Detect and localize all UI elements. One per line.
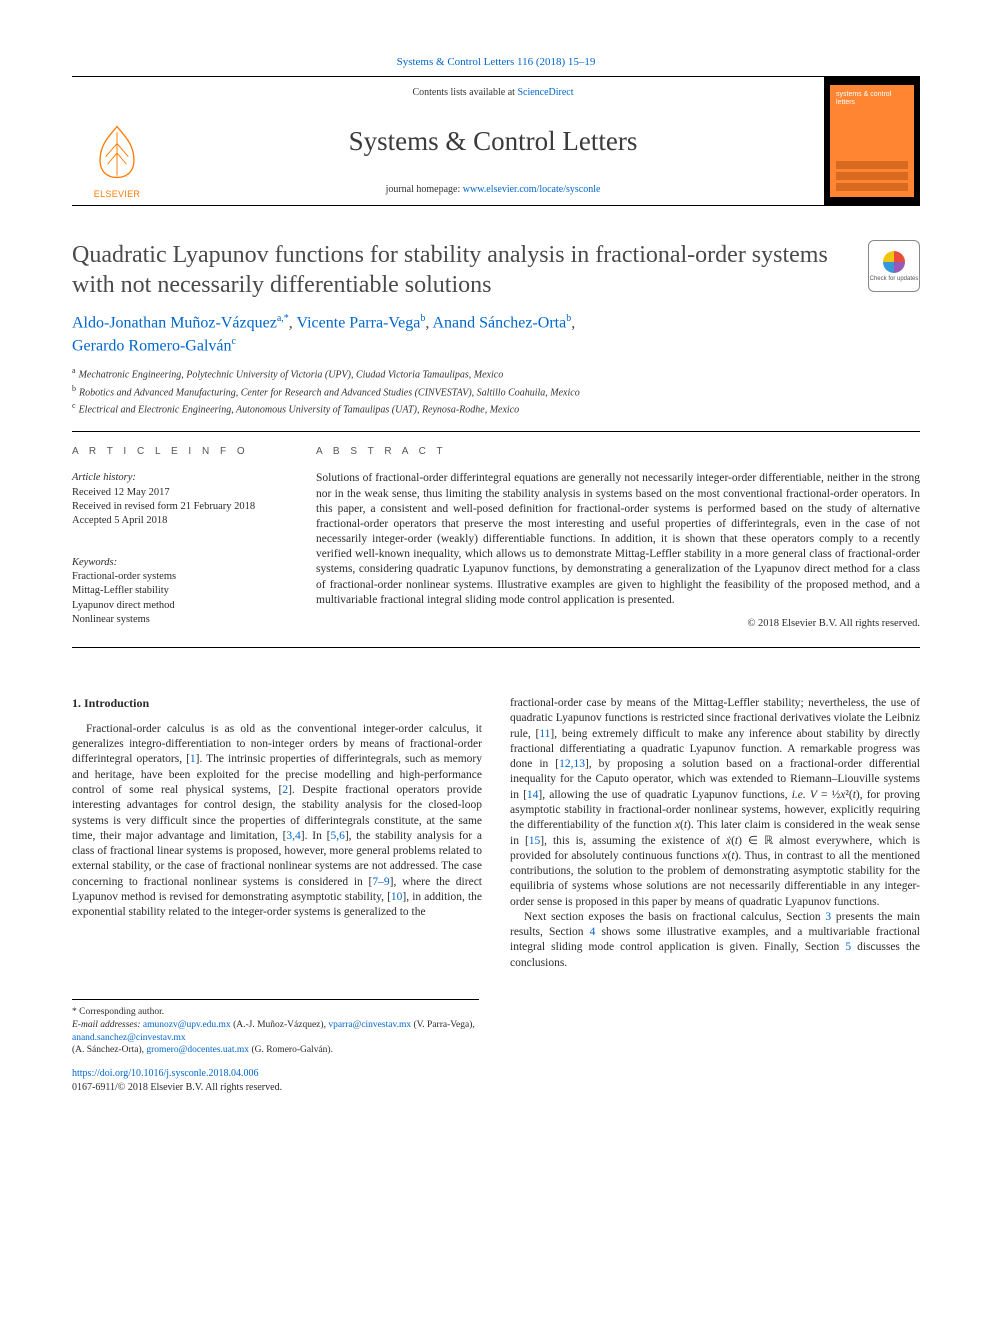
email-link[interactable]: gromero@docentes.uat.mx bbox=[146, 1045, 249, 1055]
ref-link[interactable]: 5,6 bbox=[330, 830, 344, 842]
author-list: Aldo-Jonathan Muñoz-Vázqueza,*, Vicente … bbox=[72, 312, 920, 357]
history-item: Received 12 May 2017 bbox=[72, 486, 288, 500]
author-sup: b bbox=[566, 313, 571, 324]
section-heading-introduction: 1. Introduction bbox=[72, 696, 482, 712]
affiliation: aMechatronic Engineering, Polytechnic Un… bbox=[72, 365, 920, 382]
abstract-label: A B S T R A C T bbox=[316, 446, 920, 457]
keywords-block: Keywords: Fractional-order systems Mitta… bbox=[72, 556, 288, 627]
cover-block: systems & control letters bbox=[824, 77, 920, 205]
homepage-line: journal homepage: www.elsevier.com/locat… bbox=[386, 184, 601, 195]
article-history: Article history: Received 12 May 2017 Re… bbox=[72, 471, 288, 528]
corresponding-note: * Corresponding author. bbox=[72, 1006, 479, 1019]
article-info-label: A R T I C L E I N F O bbox=[72, 446, 288, 457]
check-updates-button[interactable]: Check for updates bbox=[868, 240, 920, 292]
check-updates-label: Check for updates bbox=[870, 276, 919, 282]
footnotes: * Corresponding author. E-mail addresses… bbox=[72, 999, 479, 1057]
cover-title: systems & control letters bbox=[836, 91, 908, 106]
issn-copyright: 0167-6911/© 2018 Elsevier B.V. All right… bbox=[72, 1082, 282, 1093]
contents-prefix: Contents lists available at bbox=[412, 87, 517, 98]
ref-link[interactable]: 1 bbox=[190, 753, 196, 765]
email-link[interactable]: vparra@cinvestav.mx bbox=[328, 1020, 411, 1030]
ref-link[interactable]: 15 bbox=[529, 835, 541, 847]
email-who: (A. Sánchez-Orta) bbox=[72, 1045, 142, 1055]
history-item: Received in revised form 21 February 201… bbox=[72, 500, 288, 514]
ref-link[interactable]: 10 bbox=[391, 891, 403, 903]
author-link[interactable]: Aldo-Jonathan Muñoz-Vázquez bbox=[72, 314, 277, 331]
crossmark-icon bbox=[883, 251, 905, 273]
abstract-text: Solutions of fractional-order differinte… bbox=[316, 471, 920, 608]
body-column-right: fractional-order case by means of the Mi… bbox=[510, 696, 920, 971]
keyword-item: Lyapunov direct method bbox=[72, 599, 288, 613]
ref-link[interactable]: 3,4 bbox=[286, 830, 300, 842]
journal-header: ELSEVIER Contents lists available at Sci… bbox=[72, 76, 920, 206]
intro-para-3: Next section exposes the basis on fracti… bbox=[510, 910, 920, 971]
divider bbox=[72, 431, 920, 432]
elsevier-logo-icon bbox=[86, 117, 148, 187]
email-who: (G. Romero-Galván) bbox=[251, 1045, 330, 1055]
author-link[interactable]: Vicente Parra-Vega bbox=[297, 314, 421, 331]
citation-header: Systems & Control Letters 116 (2018) 15–… bbox=[72, 56, 920, 68]
paper-title: Quadratic Lyapunov functions for stabili… bbox=[72, 240, 852, 300]
abstract-column: A B S T R A C T Solutions of fractional-… bbox=[316, 446, 920, 629]
journal-cover-icon: systems & control letters bbox=[830, 85, 914, 197]
history-heading: Article history: bbox=[72, 471, 288, 485]
email-label: E-mail addresses: bbox=[72, 1020, 141, 1030]
doi-block: https://doi.org/10.1016/j.sysconle.2018.… bbox=[72, 1067, 920, 1094]
keyword-item: Fractional-order systems bbox=[72, 570, 288, 584]
email-block: E-mail addresses: amunozv@upv.edu.mx (A.… bbox=[72, 1019, 479, 1057]
doi-link[interactable]: https://doi.org/10.1016/j.sysconle.2018.… bbox=[72, 1068, 258, 1079]
author-sup: a,* bbox=[277, 313, 289, 324]
email-who: (V. Parra-Vega) bbox=[413, 1020, 472, 1030]
email-who: (A.-J. Muñoz-Vázquez) bbox=[233, 1020, 323, 1030]
ref-link[interactable]: 2 bbox=[282, 784, 288, 796]
header-middle: Contents lists available at ScienceDirec… bbox=[162, 77, 824, 205]
affiliation: bRobotics and Advanced Manufacturing, Ce… bbox=[72, 383, 920, 400]
history-item: Accepted 5 April 2018 bbox=[72, 514, 288, 528]
abstract-copyright: © 2018 Elsevier B.V. All rights reserved… bbox=[316, 618, 920, 629]
keywords-heading: Keywords: bbox=[72, 556, 288, 570]
author-sup: b bbox=[420, 313, 425, 324]
ref-link[interactable]: 11 bbox=[539, 728, 550, 740]
publisher-label: ELSEVIER bbox=[94, 189, 140, 199]
citation-link[interactable]: Systems & Control Letters 116 (2018) 15–… bbox=[397, 56, 596, 68]
author-link[interactable]: Anand Sánchez-Orta bbox=[432, 314, 566, 331]
journal-name: Systems & Control Letters bbox=[349, 126, 638, 157]
keyword-item: Nonlinear systems bbox=[72, 613, 288, 627]
intro-para-1: Fractional-order calculus is as old as t… bbox=[72, 722, 482, 921]
affiliation-list: aMechatronic Engineering, Polytechnic Un… bbox=[72, 365, 920, 417]
email-link[interactable]: amunozv@upv.edu.mx bbox=[143, 1020, 231, 1030]
author-link[interactable]: Gerardo Romero-Galván bbox=[72, 337, 232, 354]
publisher-block: ELSEVIER bbox=[72, 77, 162, 205]
section-link[interactable]: 4 bbox=[590, 926, 596, 938]
section-link[interactable]: 3 bbox=[825, 911, 831, 923]
intro-para-2: fractional-order case by means of the Mi… bbox=[510, 696, 920, 910]
ref-link[interactable]: 7–9 bbox=[372, 876, 389, 888]
section-link[interactable]: 5 bbox=[845, 941, 851, 953]
keyword-item: Mittag-Leffler stability bbox=[72, 584, 288, 598]
author-sup: c bbox=[232, 336, 236, 347]
ref-link[interactable]: 14 bbox=[527, 789, 539, 801]
homepage-link[interactable]: www.elsevier.com/locate/sysconle bbox=[463, 184, 601, 195]
affiliation: cElectrical and Electronic Engineering, … bbox=[72, 400, 920, 417]
body-columns: 1. Introduction Fractional-order calculu… bbox=[72, 696, 920, 971]
body-column-left: 1. Introduction Fractional-order calculu… bbox=[72, 696, 482, 971]
ref-link[interactable]: 12,13 bbox=[559, 758, 585, 770]
contents-line: Contents lists available at ScienceDirec… bbox=[412, 87, 573, 98]
sciencedirect-link[interactable]: ScienceDirect bbox=[517, 87, 573, 98]
homepage-prefix: journal homepage: bbox=[386, 184, 463, 195]
article-info-column: A R T I C L E I N F O Article history: R… bbox=[72, 446, 288, 629]
email-link[interactable]: anand.sanchez@cinvestav.mx bbox=[72, 1033, 186, 1043]
